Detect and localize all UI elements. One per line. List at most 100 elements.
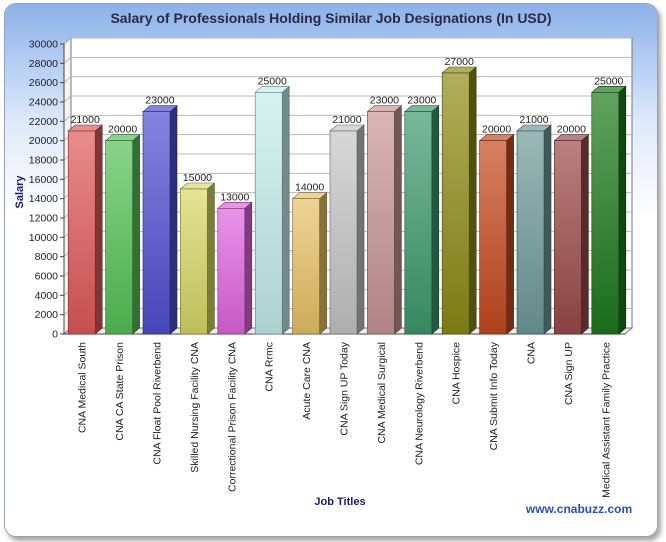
data-label: 23000 bbox=[407, 95, 436, 107]
x-tick-label: CNA Sign UP bbox=[563, 342, 575, 405]
y-tick-label: 18000 bbox=[29, 155, 58, 167]
bar bbox=[478, 134, 515, 335]
data-label: 23000 bbox=[145, 95, 174, 107]
y-tick-label: 0 bbox=[52, 329, 58, 341]
x-tick-label: CNA Medical South bbox=[77, 342, 89, 433]
bar bbox=[441, 66, 478, 335]
x-tick-label: CNA Hospice bbox=[451, 342, 463, 405]
bar-side bbox=[207, 182, 215, 335]
bar-front bbox=[292, 198, 320, 335]
bar bbox=[104, 134, 141, 335]
data-label: 25000 bbox=[258, 75, 287, 87]
data-label: 20000 bbox=[557, 124, 586, 136]
data-label: 21000 bbox=[71, 114, 100, 126]
bar-side bbox=[543, 124, 552, 335]
bar bbox=[67, 124, 104, 335]
y-tick-label: 26000 bbox=[29, 77, 58, 89]
chart-frame: 0 2000 4000 6000 8000 10000 12000 14000 16000 180… bbox=[4, 3, 658, 537]
bar-chart: 0 2000 4000 6000 8000 10000 12000 14000 16000 180… bbox=[5, 4, 657, 536]
bar bbox=[142, 105, 178, 335]
bar-side bbox=[132, 134, 140, 335]
bar-front bbox=[180, 188, 208, 335]
chart-title: Salary of Professionals Holding Similar … bbox=[110, 10, 551, 26]
bar-side bbox=[244, 201, 253, 335]
x-tick-label: CNA Float Pool Riverbend bbox=[152, 342, 164, 465]
gridline-side bbox=[63, 76, 72, 84]
bar-front bbox=[105, 140, 133, 335]
y-tick-label: 12000 bbox=[29, 213, 58, 225]
gridline-side bbox=[63, 37, 72, 45]
gridline-side bbox=[63, 95, 72, 103]
x-tick-label: Medical Assistant Family Practice bbox=[600, 342, 612, 498]
x-tick-label: CNA CA State Prison bbox=[114, 342, 126, 441]
bar bbox=[329, 124, 365, 335]
y-tick-label: 8000 bbox=[35, 251, 59, 263]
gridline-side bbox=[63, 56, 72, 64]
bar-front bbox=[67, 130, 96, 335]
bar bbox=[516, 124, 552, 335]
bar bbox=[179, 182, 216, 335]
bar-front bbox=[516, 130, 545, 335]
bar-side bbox=[94, 124, 103, 335]
data-label: 23000 bbox=[370, 95, 399, 107]
y-tick-label: 20000 bbox=[29, 135, 58, 147]
bar bbox=[590, 85, 627, 335]
y-tick-label: 10000 bbox=[29, 232, 58, 244]
x-tick-label: CNA Medical Surgical bbox=[376, 342, 388, 444]
data-label: 15000 bbox=[183, 172, 212, 184]
bar-side bbox=[468, 66, 477, 335]
bar bbox=[216, 201, 253, 335]
y-tick-label: 2000 bbox=[35, 309, 59, 321]
data-label: 20000 bbox=[108, 124, 137, 136]
bar-front bbox=[217, 208, 246, 335]
bar-front bbox=[367, 111, 395, 335]
bar-side bbox=[431, 105, 440, 335]
y-tick-label: 14000 bbox=[29, 193, 58, 205]
bar-side bbox=[394, 105, 402, 335]
bar-front bbox=[254, 92, 283, 335]
data-label: 27000 bbox=[445, 56, 474, 68]
data-label: 20000 bbox=[482, 124, 511, 136]
bar-front bbox=[142, 111, 171, 335]
bar-front bbox=[479, 140, 507, 335]
bar-front bbox=[329, 130, 358, 335]
gridline-side bbox=[63, 114, 72, 122]
x-tick-label: CNA bbox=[526, 342, 538, 364]
y-tick-label: 24000 bbox=[29, 97, 58, 109]
y-tick-label: 22000 bbox=[29, 116, 58, 128]
bar-front bbox=[554, 140, 582, 335]
x-tick-label: Acute Care CNA bbox=[301, 342, 313, 420]
bar-side bbox=[281, 85, 290, 335]
data-label: 14000 bbox=[295, 182, 324, 194]
y-tick-label: 16000 bbox=[29, 174, 58, 186]
data-label: 21000 bbox=[332, 114, 361, 126]
bar-side bbox=[356, 124, 365, 335]
x-tick-label: Skilled Nursing Facility CNA bbox=[189, 342, 201, 473]
bar-side bbox=[581, 134, 589, 335]
bar-front bbox=[591, 92, 620, 335]
bar-front bbox=[404, 111, 433, 335]
y-tick-label: 28000 bbox=[29, 58, 58, 70]
watermark-link[interactable]: www.cnabuzz.com bbox=[525, 502, 632, 516]
bar-side bbox=[618, 85, 627, 335]
y-axis-title: Salary bbox=[14, 175, 26, 209]
bar bbox=[291, 192, 328, 335]
bars bbox=[67, 66, 627, 335]
data-label: 25000 bbox=[594, 75, 623, 87]
data-label: 13000 bbox=[220, 191, 249, 203]
bar bbox=[366, 105, 403, 335]
data-label: 21000 bbox=[519, 114, 548, 126]
bar-side bbox=[169, 105, 178, 335]
bar-side bbox=[319, 192, 327, 335]
x-tick-label: CNA Rrmc bbox=[264, 342, 276, 392]
bar bbox=[254, 85, 291, 335]
labels: 21000 CNA Medical South 20000 CNA CA State … bbox=[71, 56, 624, 498]
x-tick-label: CNA Submit Info Today bbox=[488, 341, 500, 450]
bar bbox=[403, 105, 440, 335]
bar-front bbox=[441, 72, 470, 335]
y-tick-label: 30000 bbox=[29, 39, 58, 51]
bar-side bbox=[506, 134, 514, 335]
y-tick-label: 6000 bbox=[35, 271, 59, 283]
y-tick-label: 4000 bbox=[35, 290, 59, 302]
x-tick-label: CNA Sign UP Today bbox=[339, 341, 351, 435]
